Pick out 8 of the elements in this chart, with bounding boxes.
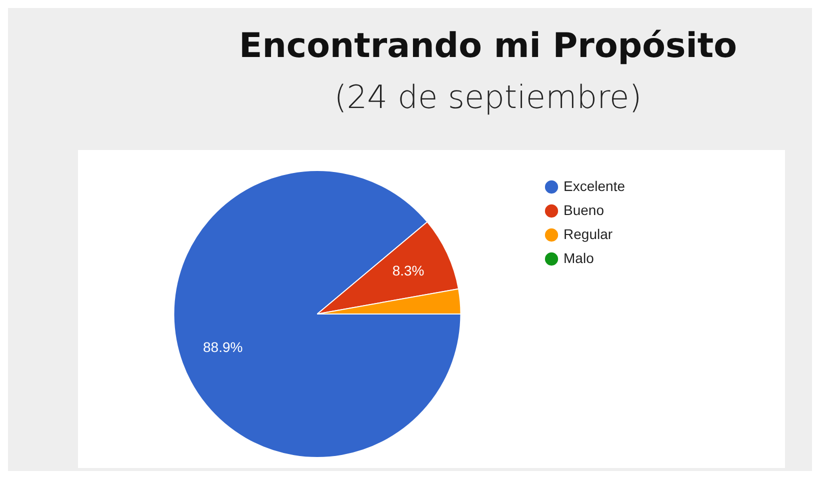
legend-label: Regular [564, 226, 613, 242]
legend-label: Excelente [564, 178, 626, 194]
chart-title: Encontrando mi Propósito [238, 26, 738, 66]
legend-label: Malo [564, 250, 594, 266]
data-label: 88.9% [203, 339, 243, 356]
data-label: 8.3% [392, 262, 424, 278]
chart-subtitle: (24 de septiembre) [333, 78, 643, 116]
legend-label: Bueno [564, 202, 604, 218]
